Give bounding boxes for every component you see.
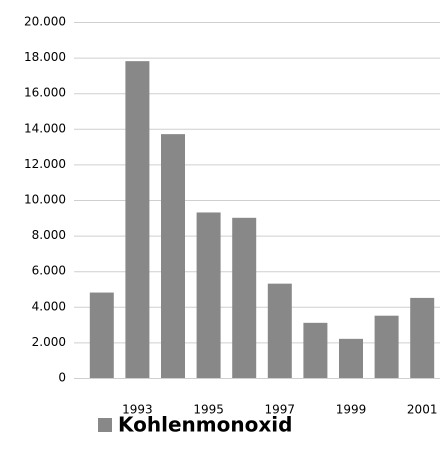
bar (410, 297, 435, 378)
bar (232, 217, 257, 378)
x-tick-label: 1993 (122, 403, 153, 417)
y-tick-label: 14.000 (24, 121, 66, 135)
y-tick-label: 2.000 (32, 335, 66, 349)
legend-label: Kohlenmonoxid (118, 413, 292, 437)
y-tick-label: 6.000 (32, 264, 66, 278)
bar (339, 338, 363, 378)
x-tick-label: 1997 (265, 403, 296, 417)
bar (89, 292, 114, 378)
bar (161, 134, 185, 378)
x-tick-label: 1999 (336, 403, 367, 417)
y-tick-label: 10.000 (24, 193, 66, 207)
y-tick-label: 8.000 (32, 228, 66, 242)
bar (196, 212, 221, 378)
x-tick-label: 2001 (407, 403, 438, 417)
y-tick-label: 16.000 (24, 86, 66, 100)
y-tick-label: 0 (58, 371, 66, 385)
y-tick-label: 20.000 (24, 15, 66, 29)
y-tick-label: 12.000 (24, 157, 66, 171)
bar (125, 61, 150, 378)
legend-swatch (98, 418, 112, 432)
y-tick-label: 4.000 (32, 299, 66, 313)
y-tick-label: 18.000 (24, 50, 66, 64)
bar (303, 322, 328, 378)
bar (267, 283, 292, 378)
bar (374, 315, 399, 378)
x-tick-label: 1995 (193, 403, 224, 417)
